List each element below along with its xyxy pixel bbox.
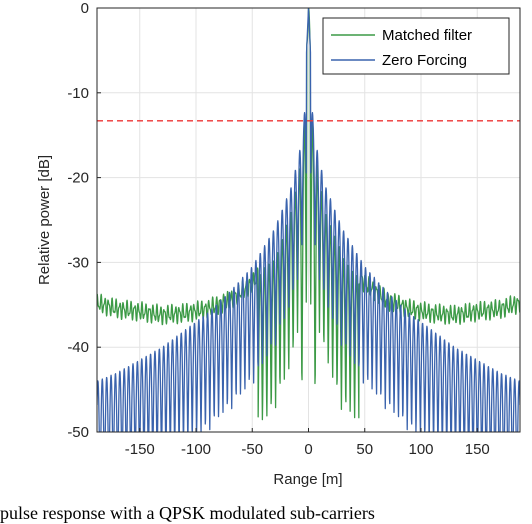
x-tick-label: 100 — [408, 441, 433, 458]
y-tick-label: 0 — [81, 0, 89, 17]
y-tick-label: -10 — [67, 85, 89, 102]
series-layer — [97, 8, 520, 432]
series-zero-forcing — [97, 8, 520, 432]
y-axis-label: Relative power [dB] — [36, 155, 53, 285]
y-tick-label: -20 — [67, 170, 89, 187]
legend-label-matched-filter: Matched filter — [382, 27, 472, 44]
y-axis: 0 -10 -20 -30 -40 -50 — [67, 0, 101, 441]
line-chart: -150 -100 -50 0 50 100 150 0 -10 -20 -30 -40 -50 Ra… — [36, 0, 521, 488]
y-tick-label: -50 — [67, 424, 89, 441]
series-matched-filter — [97, 8, 520, 421]
legend-label-zero-forcing: Zero Forcing — [382, 52, 467, 69]
x-tick-label: -150 — [125, 441, 155, 458]
x-axis: -150 -100 -50 0 50 100 150 — [125, 428, 490, 458]
x-axis-label: Range [m] — [273, 471, 342, 488]
x-tick-label: 0 — [304, 441, 312, 458]
y-tick-label: -30 — [67, 254, 89, 271]
legend-box — [322, 17, 510, 75]
legend: Matched filter Zero Forcing — [322, 17, 510, 75]
x-tick-label: 50 — [356, 441, 373, 458]
x-tick-label: -50 — [241, 441, 263, 458]
x-tick-label: -100 — [181, 441, 211, 458]
x-tick-label: 150 — [465, 441, 490, 458]
y-tick-label: -40 — [67, 339, 89, 356]
figure-caption: pulse response with a QPSK modulated sub… — [0, 503, 375, 523]
